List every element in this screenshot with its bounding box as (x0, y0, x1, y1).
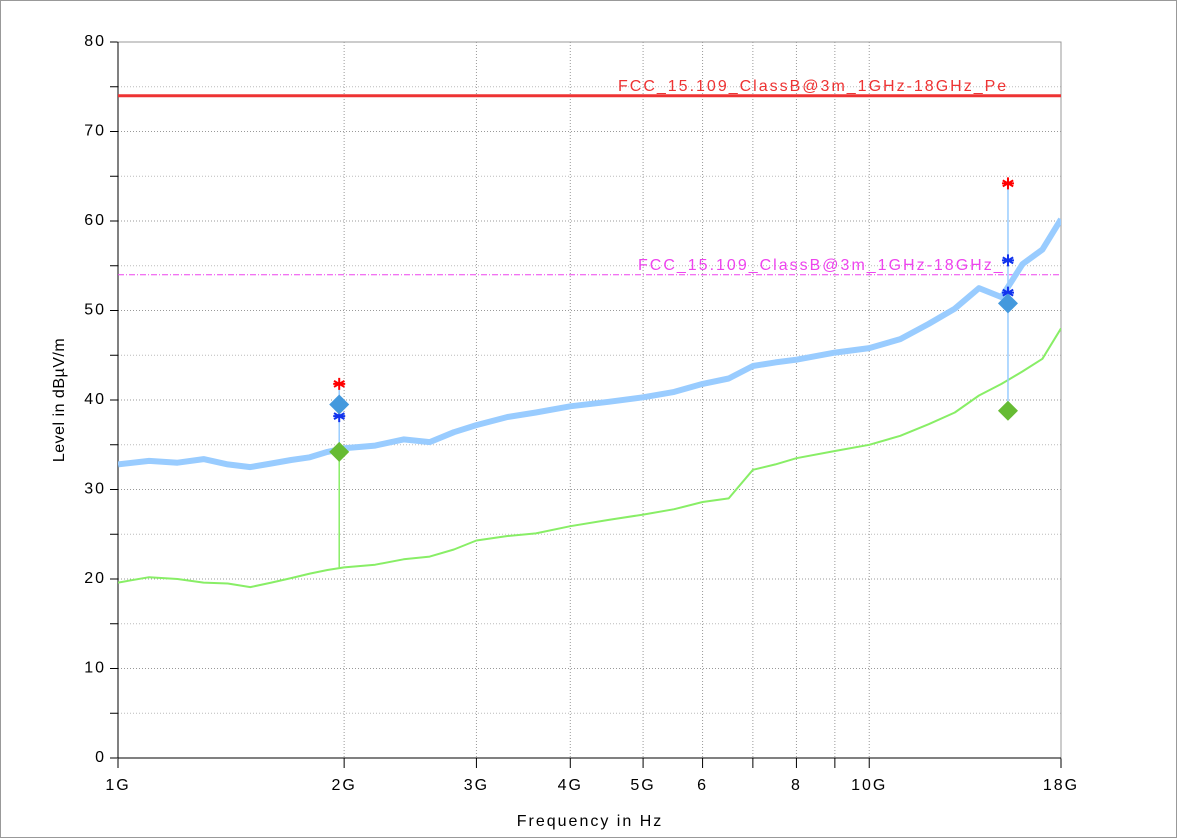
y-tick-label: 10 (84, 660, 106, 677)
x-tick-label: 3G (464, 777, 489, 794)
x-tick-label: 6 (697, 777, 708, 794)
y-tick-label: 40 (84, 391, 106, 408)
marker-star (1001, 286, 1014, 299)
y-tick-label: 70 (84, 123, 106, 140)
x-tick-label: 8 (791, 777, 802, 794)
x-tick-label: 18G (1043, 777, 1079, 794)
y-tick-label: 30 (84, 481, 106, 498)
limit-label: FCC_15.109_ClassB@3m_1GHz-18GHz_Pe (618, 78, 1008, 95)
x-tick-label: 1G (105, 777, 130, 794)
marker-diamond (997, 293, 1018, 314)
x-tick-label: 10G (851, 777, 887, 794)
x-tick-label: 4G (558, 777, 583, 794)
y-tick-label: 60 (84, 212, 106, 229)
x-tick-label: 2G (331, 777, 356, 794)
limit-label: FCC_15.109_ClassB@3m_1GHz-18GHz_ (638, 257, 1005, 274)
y-axis-label: Level in dBµV/m (51, 338, 68, 462)
marker-star (333, 410, 346, 423)
plot-area: FCC_15.109_ClassB@3m_1GHz-18GHz_Pe FCC_15… (118, 78, 1061, 589)
trace (118, 327, 1061, 589)
marker-star (333, 377, 346, 390)
x-tick-label: 5G (630, 777, 655, 794)
trace (118, 217, 1061, 471)
y-tick-label: 20 (84, 570, 106, 587)
x-axis-label: Frequency in Hz (517, 813, 664, 830)
y-tick-label: 50 (84, 302, 106, 319)
marker-star (1001, 254, 1014, 267)
marker-diamond (329, 441, 350, 462)
marker-star (1001, 177, 1014, 190)
y-tick-label: 80 (84, 33, 106, 50)
y-tick-label: 0 (95, 749, 106, 766)
marker-diamond (329, 394, 350, 415)
marker-diamond (997, 400, 1018, 421)
